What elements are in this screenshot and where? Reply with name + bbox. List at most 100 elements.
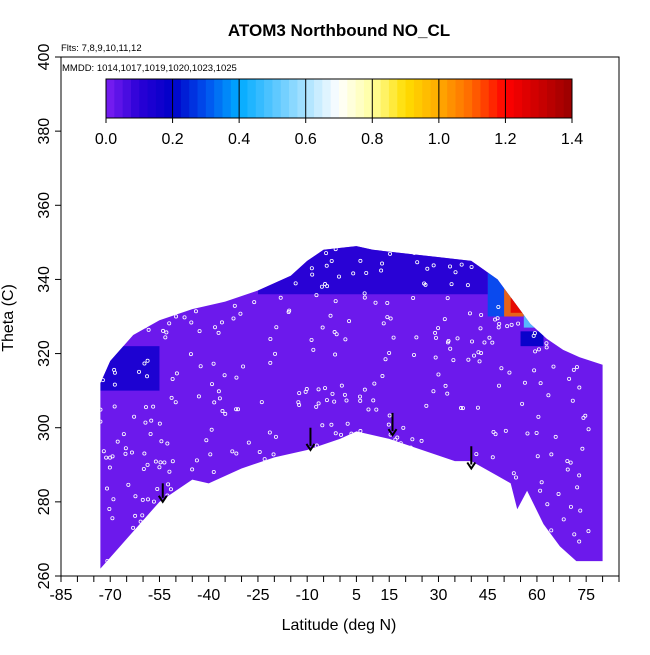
colorbar-swatch	[155, 79, 165, 118]
sample-marker	[366, 246, 371, 248]
sample-marker	[174, 314, 179, 319]
sample-marker	[232, 507, 237, 512]
colorbar-swatch	[197, 79, 207, 118]
sample-marker	[211, 470, 216, 475]
colorbar-tick-label: 0.8	[361, 131, 383, 148]
sample-marker	[443, 383, 448, 388]
chart-title: ATOM3 Northbound NO_CL	[228, 21, 450, 40]
sample-marker	[486, 268, 491, 273]
sample-marker	[324, 565, 329, 569]
sample-marker	[371, 398, 376, 403]
sample-marker	[190, 287, 195, 292]
sample-marker	[422, 541, 427, 546]
sample-marker	[433, 335, 438, 340]
x-tick-label: -70	[99, 587, 122, 604]
sample-marker	[189, 320, 194, 325]
sample-marker	[211, 361, 216, 366]
colorbar-swatch	[505, 79, 515, 118]
y-tick-label: 400	[36, 44, 53, 71]
sample-marker	[429, 474, 434, 479]
colorbar-swatch	[438, 79, 448, 118]
sample-marker	[568, 279, 573, 284]
sample-marker	[507, 508, 512, 513]
sample-marker	[257, 449, 262, 454]
sample-marker	[242, 526, 247, 531]
y-tick-label: 320	[36, 340, 53, 367]
sample-marker	[316, 508, 321, 513]
sample-marker	[316, 401, 321, 406]
sample-marker	[278, 295, 283, 300]
sample-marker	[490, 455, 495, 460]
x-tick-label: 60	[528, 587, 546, 604]
sample-marker	[401, 546, 406, 551]
sample-marker	[228, 489, 233, 494]
sample-marker	[381, 321, 386, 326]
sample-marker	[534, 430, 539, 435]
sample-marker	[166, 482, 171, 487]
sample-marker	[286, 310, 291, 315]
sample-marker	[315, 541, 320, 546]
sample-marker	[223, 411, 228, 416]
sample-marker	[362, 295, 367, 300]
sample-marker	[586, 529, 591, 534]
sample-marker	[163, 507, 168, 512]
colorbar-swatch	[538, 79, 548, 118]
sample-marker	[145, 497, 150, 502]
colorbar-tick-label: 1.0	[428, 131, 450, 148]
sample-marker	[190, 467, 195, 472]
sample-marker	[105, 486, 110, 491]
sample-marker	[541, 532, 546, 537]
sample-marker	[211, 509, 216, 514]
sample-marker	[148, 266, 153, 271]
sample-marker	[367, 458, 372, 463]
sample-marker	[403, 534, 408, 539]
sample-marker	[265, 532, 270, 537]
sample-marker	[535, 454, 540, 459]
arrow-head	[466, 461, 477, 471]
sample-marker	[448, 346, 453, 351]
sample-marker	[325, 284, 330, 289]
colorbar-swatch	[413, 79, 423, 118]
colorbar-swatch	[555, 79, 565, 118]
sample-marker	[459, 262, 464, 267]
sample-marker	[236, 407, 241, 412]
sample-marker	[427, 498, 432, 503]
sample-marker	[241, 364, 246, 369]
sample-marker	[532, 368, 537, 373]
colorbar-swatch	[230, 79, 240, 118]
sample-marker	[493, 432, 498, 437]
sample-marker	[234, 451, 239, 456]
sample-marker	[150, 545, 155, 550]
sample-marker	[107, 506, 112, 511]
sample-marker	[565, 459, 570, 464]
sample-marker	[436, 508, 441, 513]
sample-marker	[121, 432, 126, 437]
sample-marker	[431, 535, 436, 540]
sample-marker	[324, 263, 329, 268]
sample-marker	[339, 432, 344, 437]
sample-marker	[380, 261, 385, 266]
colorbar-swatch	[397, 79, 407, 118]
dates-note: MMDD: 1014,1017,1019,1020,1023,1025	[62, 63, 237, 74]
x-tick-label: -85	[49, 587, 72, 604]
sample-marker	[139, 544, 144, 549]
sample-marker	[516, 321, 521, 326]
sample-marker	[545, 502, 550, 507]
sample-marker	[142, 451, 147, 456]
sample-marker	[556, 491, 561, 496]
sample-marker	[194, 458, 199, 463]
arrow-head	[157, 495, 168, 504]
sample-marker	[158, 460, 163, 465]
y-axis-label: Theta (C)	[0, 284, 17, 352]
colorbar-swatch	[239, 79, 248, 118]
sample-marker	[549, 452, 554, 457]
sample-marker	[347, 319, 352, 324]
sample-marker	[220, 409, 225, 414]
sample-marker	[245, 257, 250, 262]
colorbar-swatch	[388, 79, 398, 118]
sample-marker	[385, 315, 390, 320]
sample-marker	[464, 523, 469, 528]
sample-marker	[455, 462, 460, 467]
sample-marker	[388, 544, 393, 549]
